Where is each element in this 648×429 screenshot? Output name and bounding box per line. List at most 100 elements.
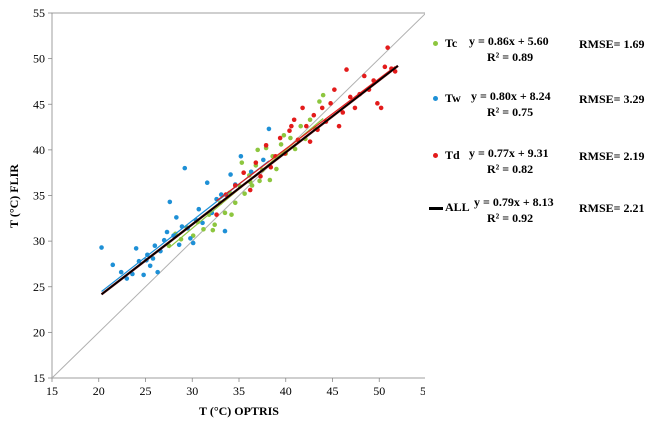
point-tc [222,210,228,216]
point-tc [255,147,260,153]
x-tick-label: 20 [93,384,105,398]
point-td [291,117,297,123]
all-rmse: RMSE= 2.21 [579,201,645,215]
y-tick-label: 30 [33,234,45,248]
legend-entry-all: ALL y = 0.79x + 8.13 R² = 0.92 RMSE= 2.2… [425,192,648,238]
all-label: ALL [445,200,470,214]
point-td [277,135,283,141]
point-tw [141,272,146,278]
point-tw [228,172,233,177]
point-tw [124,276,130,281]
point-td [336,123,342,129]
point-tw [176,242,182,248]
td-equation: y = 0.77x + 9.31 [469,146,549,160]
fit-line-all [101,65,399,295]
point-td [247,187,253,193]
point-tw [136,258,142,264]
point-tc [292,146,298,152]
x-axis-label: T (°C) OPTRIS [199,404,279,418]
x-axis-ticks: 15 20 25 30 35 40 45 50 55 [46,378,425,398]
point-tc [281,132,287,138]
point-tc [212,222,217,227]
point-td [300,105,305,111]
x-tick-label: 55 [420,384,425,398]
all-equation: y = 0.79x + 8.13 [474,195,554,209]
y-tick-label: 55 [33,6,45,20]
tc-marker-icon [433,41,438,46]
point-tw [164,229,170,235]
x-tick-label: 45 [327,384,339,398]
point-tw [190,240,196,246]
point-tw [204,180,210,186]
point-td [332,87,337,92]
point-tw [147,263,153,269]
tc-rmse: RMSE= 1.69 [579,37,645,51]
point-tw [200,220,205,226]
point-tc [210,227,216,233]
y-tick-label: 20 [33,325,45,339]
y-tick-label: 15 [33,371,45,385]
point-tw [182,165,188,171]
y-tick-label: 45 [33,97,45,111]
td-label: Td [445,148,460,162]
point-tc [249,183,255,188]
point-td [307,139,313,144]
y-tick-label: 25 [33,280,45,294]
point-td [361,73,367,79]
y-tick-label: 35 [33,189,45,203]
td-marker-icon [433,153,438,158]
point-td [340,110,346,115]
tw-label: Tw [445,91,461,105]
legend-entry-td: Td y = 0.77x + 9.31 R² = 0.82 RMSE= 2.19 [425,140,648,186]
point-tw [155,269,160,275]
data-points [99,45,398,281]
point-tc [239,160,245,165]
point-tc [298,123,304,129]
point-td [378,105,384,111]
point-td [263,143,269,148]
point-tc [257,178,262,184]
point-td [382,64,388,70]
y-tick-label: 40 [33,143,45,157]
point-td [344,67,349,72]
tw-r2: R² = 0.75 [487,105,534,119]
point-td [347,94,353,100]
point-tw [218,192,224,197]
legend-entry-tw: Tw y = 0.80x + 8.24 R² = 0.75 RMSE= 3.29 [425,83,648,129]
x-tick-label: 25 [140,384,152,398]
point-tw [222,228,228,234]
point-tc [317,99,322,104]
tw-marker-icon [433,96,438,101]
one-to-one-reference-line [51,13,425,379]
tw-equation: y = 0.80x + 8.24 [471,89,551,103]
point-td [304,123,309,129]
x-tick-label: 40 [280,384,292,398]
point-tw [196,206,202,212]
point-tw [133,246,139,251]
point-tc [229,212,234,217]
td-r2: R² = 0.82 [487,162,534,176]
legend-entry-tc: Tc y = 0.86x + 5.60 R² = 0.89 RMSE= 1.69 [425,28,648,74]
point-td [319,105,325,111]
point-tc [242,191,247,196]
point-td [258,174,263,179]
legend: Tc y = 0.86x + 5.60 R² = 0.89 RMSE= 1.69… [425,0,648,429]
point-tc [288,135,293,141]
point-tw [167,199,173,205]
y-axis-label: T (°C) FLIR [7,164,21,228]
tc-label: Tc [445,36,458,50]
scatter-chart: 15 20 25 30 35 40 45 50 55 15 20 25 30 35 40 45 50 55 T … [7,6,425,418]
point-tc [232,200,238,206]
fit-lines [100,64,399,296]
point-td [287,128,292,134]
point-td [311,112,317,118]
point-tc [307,117,313,123]
y-axis-ticks: 15 20 25 30 35 40 45 50 55 [33,6,52,385]
point-td [241,170,246,175]
point-td [328,101,333,106]
point-tc [201,226,206,232]
point-td [289,123,294,129]
point-tc [274,166,279,172]
point-td [214,212,219,217]
x-tick-label: 15 [46,384,58,398]
